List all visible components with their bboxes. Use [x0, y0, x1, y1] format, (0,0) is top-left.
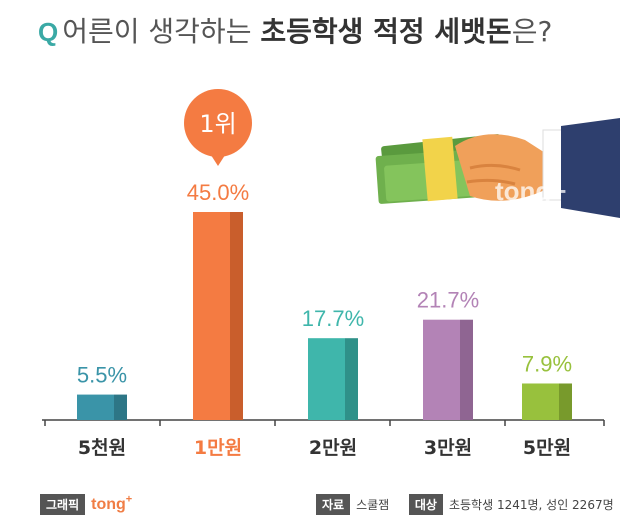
bar-4 — [423, 319, 460, 420]
bar-1 — [77, 394, 114, 420]
bar-shade-2 — [230, 212, 243, 420]
chart-title: Q 어른이 생각하는 초등학생 적정 세뱃돈은? — [38, 10, 628, 50]
data-label-1: 5.5% — [77, 363, 127, 388]
watermark-text: tong+ — [495, 176, 567, 206]
bar-2 — [193, 212, 230, 420]
category-label-1: 5천원 — [78, 437, 126, 459]
title-part-3: 은? — [511, 15, 553, 48]
title-part-2: 초등학생 적정 세뱃돈 — [260, 15, 512, 48]
data-label-3: 17.7% — [302, 306, 364, 331]
bar-3 — [308, 338, 345, 420]
data-label-5: 7.9% — [522, 351, 572, 376]
brand-name: tong — [91, 496, 126, 514]
question-mark-label: Q — [38, 17, 59, 47]
source-credit: 자료 스쿨잼 대상 초등학생 1241명, 성인 2267명 — [316, 494, 614, 516]
graphic-credit: 그래픽 tong+ — [40, 494, 132, 516]
rank-badge — [184, 89, 252, 157]
bar-shade-5 — [559, 383, 572, 420]
graphic-tag: 그래픽 — [40, 494, 86, 516]
category-label-5: 5만원 — [523, 437, 571, 459]
category-label-3: 2만원 — [309, 437, 357, 459]
bar-shade-1 — [114, 394, 127, 420]
source-tag: 자료 — [316, 494, 351, 515]
category-label-2: 1만원 — [194, 437, 242, 459]
bar-5 — [522, 383, 559, 420]
target-tag: 대상 — [408, 494, 443, 515]
category-label-4: 3만원 — [424, 437, 472, 459]
brand-logo: tong+ — [91, 494, 133, 514]
title-part-1: 어른이 생각하는 — [62, 15, 261, 48]
brand-plus: + — [125, 494, 133, 506]
money-hand-illustration-icon: tong+ — [375, 118, 620, 218]
bar-shade-4 — [460, 319, 473, 420]
source-value: 스쿨잼 — [356, 498, 390, 512]
data-label-4: 21.7% — [417, 288, 479, 313]
bar-shade-3 — [345, 338, 358, 420]
rank-badge-text: 1위 — [199, 110, 236, 138]
rank-badge-pointer — [209, 152, 227, 166]
target-value: 초등학생 1241명, 성인 2267명 — [448, 498, 614, 512]
data-label-2: 45.0% — [187, 180, 249, 205]
